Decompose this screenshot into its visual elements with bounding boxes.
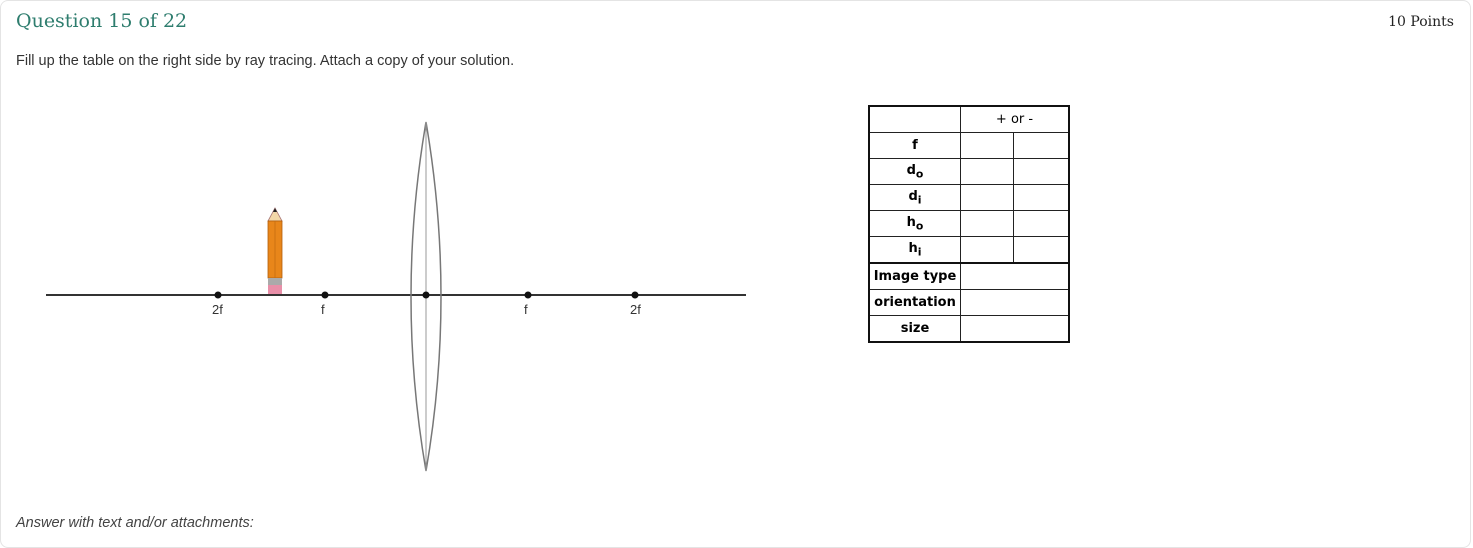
cell[interactable] bbox=[1013, 184, 1070, 211]
point-right-2f bbox=[631, 291, 639, 299]
cell[interactable] bbox=[960, 184, 1014, 211]
cell[interactable] bbox=[1013, 236, 1070, 264]
row-image-type: Image type bbox=[868, 262, 961, 290]
label-left-2f: 2f bbox=[212, 302, 223, 317]
cell[interactable] bbox=[960, 262, 1070, 290]
row-f: f bbox=[868, 132, 961, 159]
answer-table: + or - f do di ho hi Image type orientat… bbox=[868, 105, 1070, 343]
row-di: di bbox=[868, 184, 961, 211]
lens-diagram: 2f f f 2f bbox=[46, 121, 746, 472]
point-right-f bbox=[524, 291, 532, 299]
point-optical-center bbox=[422, 291, 430, 299]
cell[interactable] bbox=[960, 236, 1014, 264]
label-right-f: f bbox=[524, 302, 528, 317]
header-sign: + or - bbox=[960, 105, 1070, 133]
answer-label: Answer with text and/or attachments: bbox=[16, 515, 254, 531]
row-orientation: orientation bbox=[868, 289, 961, 316]
row-hi: hi bbox=[868, 236, 961, 264]
point-left-f bbox=[321, 291, 329, 299]
label-left-f: f bbox=[321, 302, 325, 317]
cell[interactable] bbox=[1013, 132, 1070, 159]
cell[interactable] bbox=[960, 210, 1014, 237]
question-prompt: Fill up the table on the right side by r… bbox=[16, 53, 515, 69]
cell[interactable] bbox=[1013, 210, 1070, 237]
cell[interactable] bbox=[1013, 158, 1070, 185]
question-points: 10 Points bbox=[1388, 14, 1454, 30]
row-ho: ho bbox=[868, 210, 961, 237]
row-size: size bbox=[868, 315, 961, 343]
cell[interactable] bbox=[960, 315, 1070, 343]
row-do: do bbox=[868, 158, 961, 185]
cell[interactable] bbox=[960, 132, 1014, 159]
question-title: Question 15 of 22 bbox=[16, 10, 188, 32]
cell[interactable] bbox=[960, 289, 1070, 316]
point-left-2f bbox=[214, 291, 222, 299]
cell[interactable] bbox=[960, 158, 1014, 185]
pencil-object bbox=[267, 207, 283, 294]
label-right-2f: 2f bbox=[630, 302, 641, 317]
